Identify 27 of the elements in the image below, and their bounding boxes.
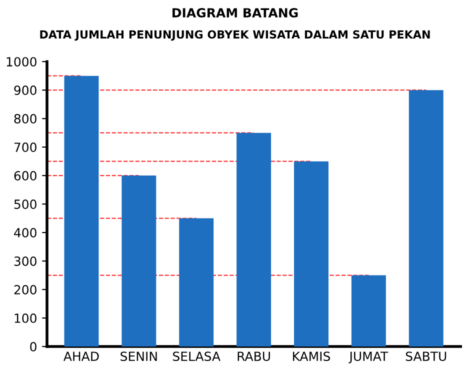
chart-subtitle: DATA JUMLAH PENUNJUNG OBYEK WISATA DALAM SATU PEKAN bbox=[40, 30, 430, 41]
y-tick-label: 600 bbox=[14, 171, 36, 180]
x-tick-label: JUMAT bbox=[348, 352, 388, 364]
bar bbox=[294, 161, 328, 346]
y-tick-label: 300 bbox=[14, 256, 36, 266]
chart-title: DIAGRAM BATANG bbox=[172, 8, 298, 18]
bar bbox=[351, 275, 386, 346]
y-tick-label: 700 bbox=[14, 142, 36, 152]
bar bbox=[64, 76, 99, 346]
y-tick-label: 500 bbox=[14, 200, 36, 209]
y-tick-label: 0 bbox=[30, 342, 36, 352]
x-tick-label: SELASA bbox=[173, 352, 220, 362]
y-tick-label: 800 bbox=[14, 114, 36, 124]
y-tick-label: 400 bbox=[14, 228, 36, 238]
bar bbox=[408, 90, 444, 346]
bar bbox=[179, 218, 214, 346]
y-tick-label: 200 bbox=[14, 284, 36, 294]
y-tick-label: 100 bbox=[14, 313, 36, 323]
x-tick-label: AHAD bbox=[64, 352, 99, 361]
x-tick-label: RABU bbox=[238, 352, 270, 362]
x-tick-label: SABTU bbox=[406, 352, 446, 362]
bar bbox=[236, 132, 272, 346]
y-tick-label: 1000 bbox=[6, 57, 36, 67]
x-tick-label: SENIN bbox=[120, 352, 157, 362]
y-tick-label: 900 bbox=[14, 86, 36, 96]
x-tick-label: KAMIS bbox=[293, 352, 330, 362]
bar bbox=[122, 176, 156, 346]
